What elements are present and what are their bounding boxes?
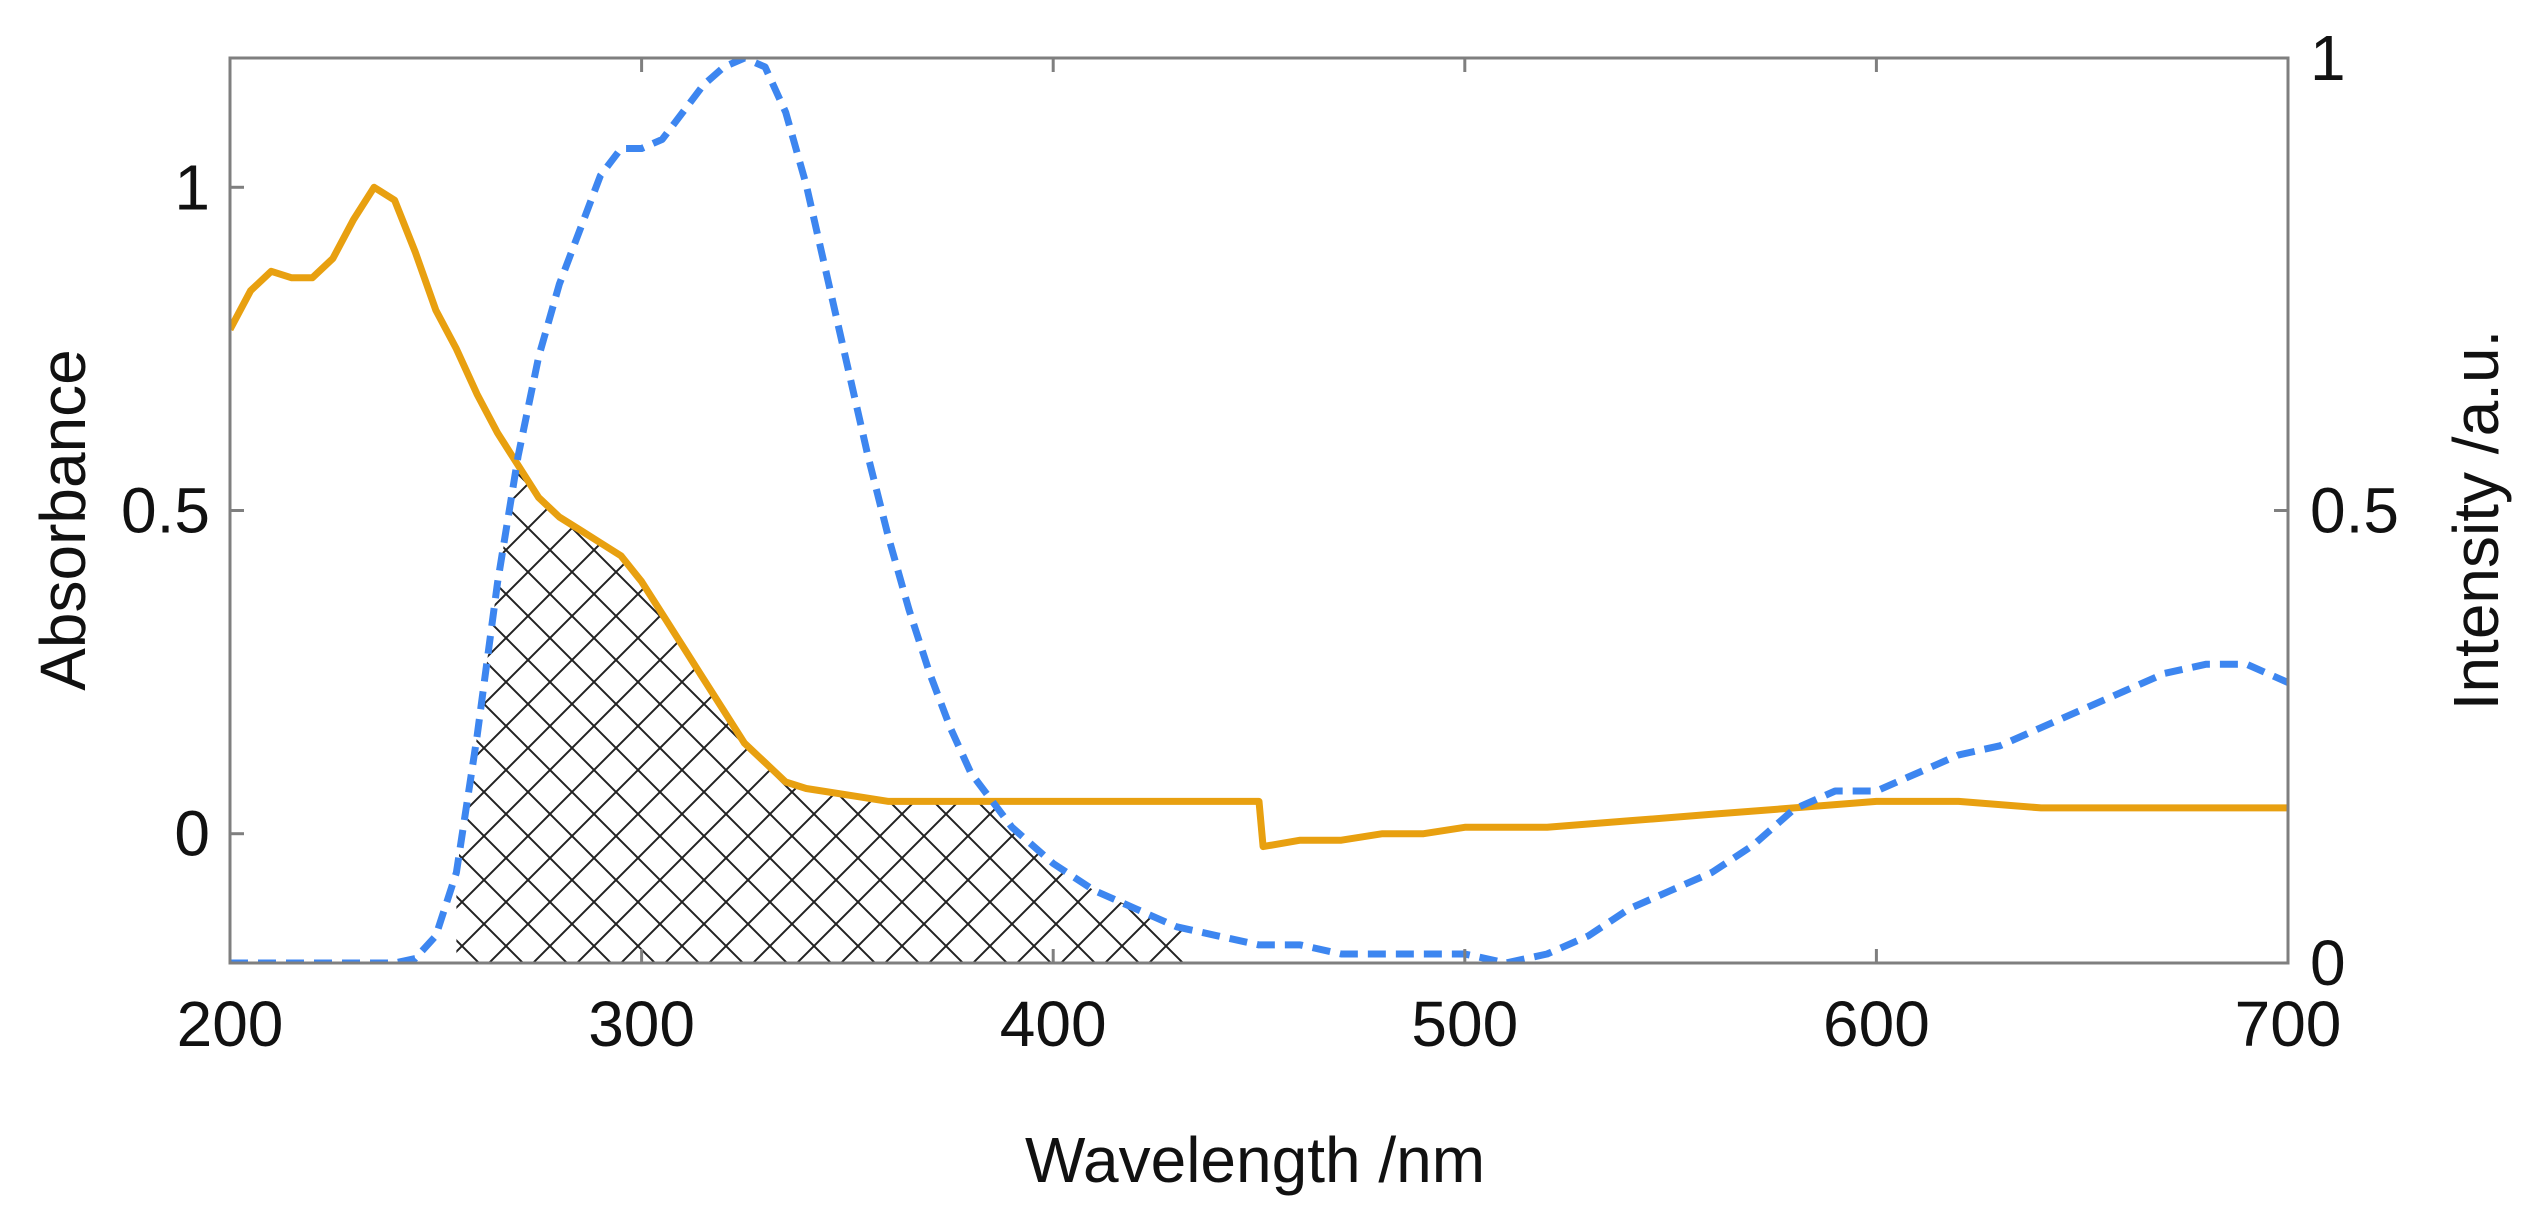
series-layer [230,58,2288,963]
y-left-tick-label: 0.5 [121,475,210,547]
x-tick-label: 200 [177,988,284,1060]
y-right-tick-label: 0.5 [2310,475,2399,547]
y-left-tick-label: 0 [174,798,210,870]
x-tick-label: 400 [1000,988,1107,1060]
x-axis-title: Wavelength /nm [1025,1124,1485,1196]
y-axis-right-title: Intensity /a.u. [2440,330,2512,711]
y-right-tick-label: 1 [2310,22,2346,94]
y-right-tick-label: 0 [2310,927,2346,999]
y-axis-left-title: Absorbance [27,349,99,691]
series-line-intensity [230,58,2288,963]
x-tick-label: 700 [2235,988,2342,1060]
hatched-overlap-region [456,465,1185,963]
x-tick-label: 300 [588,988,695,1060]
x-tick-label: 600 [1823,988,1930,1060]
hatched-overlap-area [456,465,1185,963]
series-line-absorbance [230,183,2288,851]
y-left-tick-label: 1 [174,151,210,223]
x-tick-label: 500 [1411,988,1518,1060]
